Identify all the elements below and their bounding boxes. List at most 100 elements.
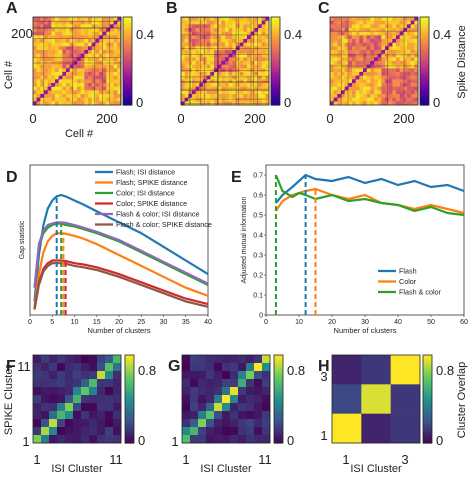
heatmap-cell <box>348 17 353 21</box>
heatmap-cell <box>238 363 247 372</box>
heatmap-cell <box>232 57 237 62</box>
heatmap-cell <box>337 79 342 84</box>
heatmap-cell <box>359 61 364 65</box>
heatmap-cell <box>195 64 200 69</box>
heatmap-cell <box>352 75 356 80</box>
heatmap-cell <box>84 101 89 106</box>
heatmap-cell <box>258 53 262 58</box>
heatmap-cell <box>352 72 356 76</box>
heatmap-cell <box>110 68 114 73</box>
heatmap-cell <box>344 101 349 106</box>
heatmap-cell <box>113 101 118 106</box>
heatmap-cell <box>88 20 92 25</box>
heatmap-cell <box>51 53 56 58</box>
heatmap-cell <box>33 411 42 420</box>
heatmap-cell <box>182 435 191 444</box>
heatmap-cell <box>99 50 103 54</box>
heatmap-cell <box>55 28 59 32</box>
heatmap-cell <box>333 79 338 84</box>
colorbar-segment <box>125 377 134 380</box>
heatmap-cell <box>414 57 419 62</box>
heatmap-cell <box>337 90 342 95</box>
heatmap-cell <box>222 363 231 372</box>
heatmap-cell <box>392 72 397 76</box>
y-tick-label: 0.5 <box>253 213 263 220</box>
heatmap-cell <box>337 86 342 91</box>
heatmap-cell <box>385 28 389 32</box>
heatmap-cell <box>73 35 78 40</box>
heatmap-cell <box>57 355 66 364</box>
heatmap-cell <box>55 31 59 36</box>
heatmap-cell <box>337 31 342 36</box>
heatmap-frame <box>329 16 419 106</box>
heatmap-cell <box>203 97 207 102</box>
heatmap-cell <box>88 35 92 40</box>
heatmap-cell <box>246 363 255 372</box>
heatmap-cell <box>95 72 100 76</box>
heatmap-cell <box>239 83 244 87</box>
heatmap-cell <box>33 39 37 43</box>
heatmap-cell <box>47 79 52 84</box>
heatmap-cell <box>106 90 111 95</box>
heatmap-cell <box>261 83 266 87</box>
heatmap-cell <box>113 395 122 404</box>
heatmap-cell <box>228 75 233 80</box>
colorbar-segment <box>123 19 132 22</box>
heatmap-cell <box>262 379 271 388</box>
heatmap-cell <box>84 35 89 40</box>
heatmap-cell <box>57 379 66 388</box>
heatmap-cell <box>407 75 411 80</box>
heatmap-cell <box>113 419 122 428</box>
heatmap-cell <box>110 31 114 36</box>
heatmap-cell <box>407 35 411 40</box>
colorbar-segment <box>123 80 132 84</box>
heatmap-cell <box>355 68 360 73</box>
heatmap-cell <box>261 35 266 40</box>
heatmap-cell <box>250 50 255 54</box>
heatmap-cell <box>99 75 103 80</box>
heatmap-cell <box>181 97 185 102</box>
heatmap-cell <box>330 28 334 32</box>
heatmap-cell <box>113 24 118 29</box>
heatmap-cell <box>399 90 404 95</box>
heatmap-cell <box>392 28 397 32</box>
heatmap-cell <box>81 427 90 436</box>
heatmap-cell <box>214 28 218 32</box>
heatmap-cell <box>392 46 397 51</box>
heatmap-cell <box>225 75 229 80</box>
heatmap-cell <box>206 379 215 388</box>
heatmap-cell <box>214 94 218 98</box>
heatmap-cell <box>222 419 231 428</box>
colorbar-segment <box>271 19 280 22</box>
heatmap-cell <box>355 35 360 40</box>
colorbar-segment <box>420 41 429 44</box>
colorbar-segment <box>420 63 429 66</box>
heatmap-cell <box>337 61 342 65</box>
heatmap-cell <box>330 42 334 47</box>
heatmap-cell <box>370 28 375 32</box>
colorbar-segment <box>423 418 432 422</box>
heatmap-cell <box>33 79 37 84</box>
heatmap-cell <box>44 75 48 80</box>
heatmap-cell <box>95 53 100 58</box>
heatmap-cell <box>106 46 111 51</box>
heatmap-cell <box>55 57 59 62</box>
heatmap-cell <box>363 83 367 87</box>
heatmap-cell <box>396 50 400 54</box>
colorbar-segment <box>420 47 429 51</box>
colorbar-segment <box>123 47 132 51</box>
heatmap-cell <box>344 94 349 98</box>
colorbar-segment <box>274 418 283 422</box>
heatmap-cell <box>344 46 349 51</box>
colorbar-segment <box>123 58 132 62</box>
heatmap-cell <box>236 72 240 76</box>
heatmap-cell <box>403 101 408 106</box>
heatmap-cell <box>47 94 52 98</box>
heatmap-cell <box>407 61 411 65</box>
heatmap-cell <box>91 46 96 51</box>
heatmap-cell <box>243 42 248 47</box>
heatmap-cell <box>40 101 45 106</box>
heatmap-cell <box>262 419 271 428</box>
heatmap-cell <box>113 75 118 80</box>
